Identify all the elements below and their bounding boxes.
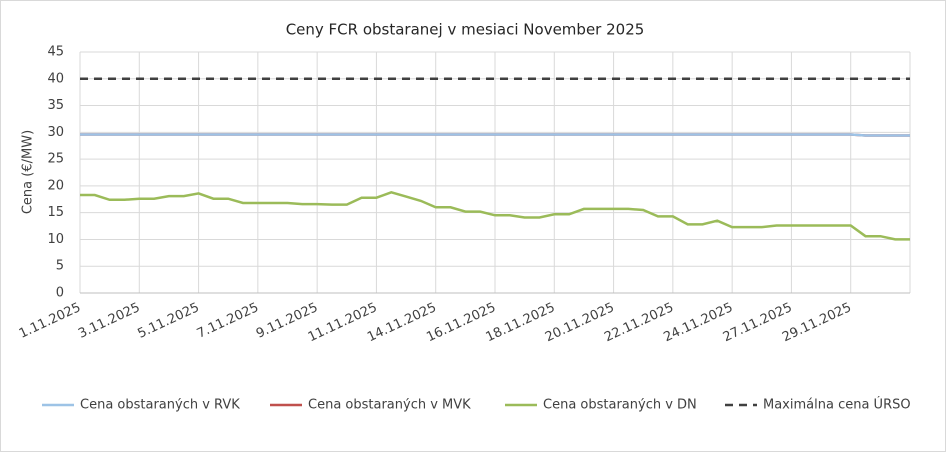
y-tick-label: 25 [47,152,64,167]
y-tick-label: 35 [47,98,64,113]
series-line [80,133,910,137]
y-axis-title: Cena (€/MW) [21,130,36,214]
y-tick-label: 5 [56,259,64,274]
y-tick-label: 45 [47,45,64,60]
legend-label: Cena obstaraných v RVK [80,398,240,413]
y-tick-label: 30 [47,125,64,140]
chart-title: Ceny FCR obstaranej v mesiaci November 2… [286,21,645,39]
legend-label: Maximálna cena ÚRSO [763,397,911,413]
series-line [80,190,910,241]
y-tick-label: 20 [47,178,64,193]
y-tick-label: 40 [47,71,64,86]
legend-label: Cena obstaraných v MVK [308,398,471,413]
y-tick-label: 15 [47,205,64,220]
legend-label: Cena obstaraných v DN [543,398,697,413]
y-tick-label: 10 [47,232,64,247]
y-tick-label: 0 [56,286,64,301]
